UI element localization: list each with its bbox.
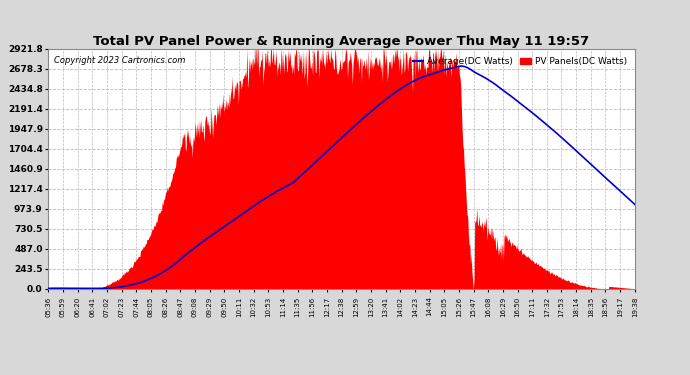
Legend: Average(DC Watts), PV Panels(DC Watts): Average(DC Watts), PV Panels(DC Watts): [409, 53, 630, 69]
Text: Copyright 2023 Cartronics.com: Copyright 2023 Cartronics.com: [55, 56, 186, 65]
Title: Total PV Panel Power & Running Average Power Thu May 11 19:57: Total PV Panel Power & Running Average P…: [93, 34, 590, 48]
